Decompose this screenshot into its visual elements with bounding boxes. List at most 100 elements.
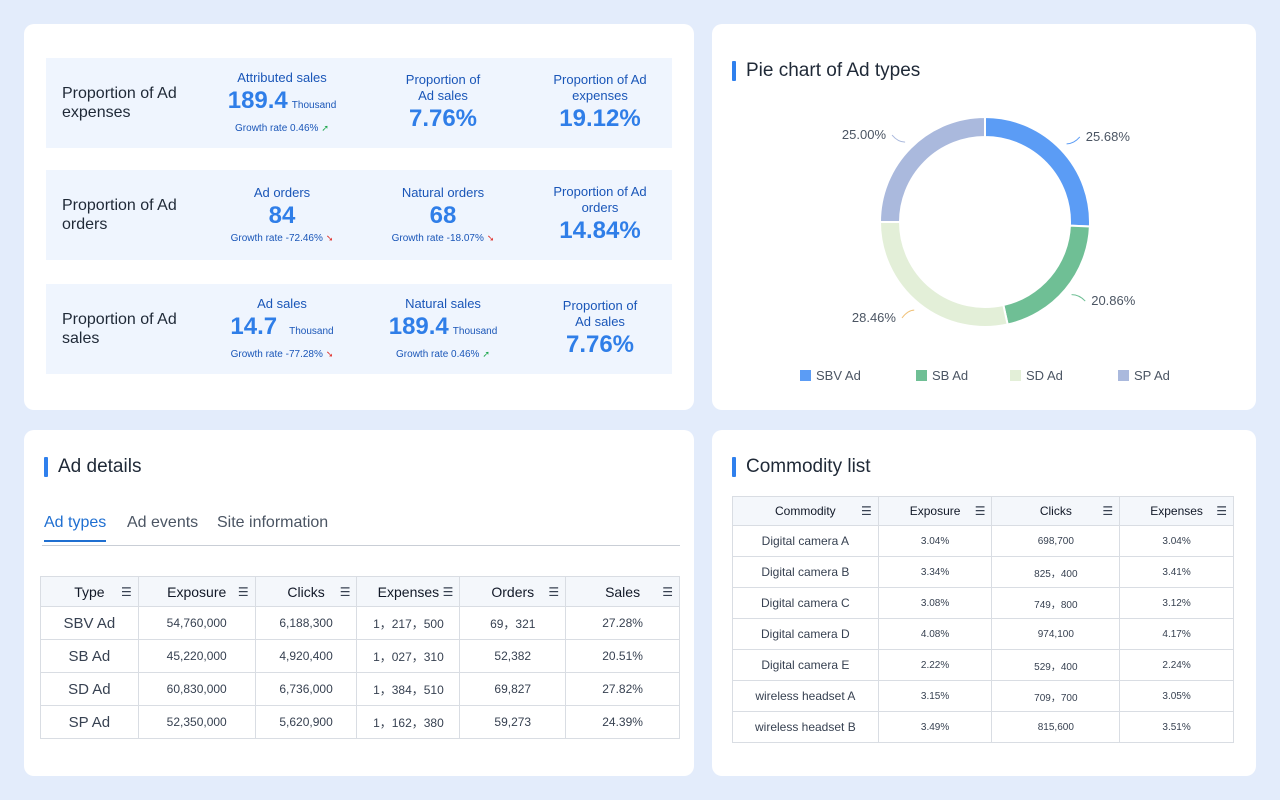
cell-expenses: 3.12% bbox=[1119, 587, 1234, 619]
metric-row-ad-orders: Proportion of Ad orders Ad orders 84 Gro… bbox=[46, 170, 672, 260]
cell-expenses: 1，027，310 bbox=[356, 639, 461, 673]
sort-icon[interactable]: ☰ bbox=[1216, 504, 1227, 518]
metric-label: Attributed sales bbox=[237, 70, 327, 85]
table-row: SBV Ad 54,760,000 6,188,300 1，217，500 69… bbox=[40, 606, 680, 640]
cell-orders: 69,827 bbox=[459, 672, 567, 706]
cell-clicks: 6,736,000 bbox=[254, 672, 358, 706]
tab-ad-types[interactable]: Ad types bbox=[44, 514, 107, 542]
cell-clicks: 749，800 bbox=[991, 587, 1121, 619]
metric-value: 14.7 Thousand bbox=[230, 313, 334, 340]
column-header-exposure[interactable]: Exposure ☰ bbox=[877, 496, 993, 526]
heading-accent bbox=[732, 457, 736, 477]
cell-expenses: 1，217，500 bbox=[356, 606, 461, 640]
cell-clicks: 6,188,300 bbox=[254, 606, 358, 640]
metric-row-title: Proportion of Ad sales bbox=[62, 311, 177, 347]
sort-icon[interactable]: ☰ bbox=[548, 584, 560, 599]
legend-item-sd[interactable]: SD Ad bbox=[1010, 368, 1063, 383]
sort-icon[interactable]: ☰ bbox=[662, 584, 673, 599]
cell-clicks: 529，400 bbox=[991, 649, 1121, 681]
growth-rate: Growth rate -77.28% ➘ bbox=[230, 349, 334, 360]
cell-commodity: Digital camera E bbox=[732, 649, 879, 681]
trend-down-icon: ➘ bbox=[325, 232, 334, 243]
metric-value: 7.76% bbox=[408, 105, 478, 132]
cell-type: SP Ad bbox=[40, 705, 139, 739]
cell-exposure: 3.34% bbox=[877, 556, 993, 588]
sort-icon[interactable]: ☰ bbox=[339, 584, 351, 599]
slice-percent-label: 25.68% bbox=[1086, 129, 1131, 144]
cell-exposure: 2.22% bbox=[877, 649, 993, 681]
sort-icon[interactable]: ☰ bbox=[121, 584, 132, 599]
slice-sd-ad[interactable] bbox=[878, 221, 1009, 328]
cell-clicks: 974,100 bbox=[991, 618, 1121, 650]
cell-expenses: 3.51% bbox=[1119, 711, 1234, 743]
legend-item-sbv[interactable]: SBV Ad bbox=[800, 368, 861, 383]
metric-label: Natural orders bbox=[401, 184, 485, 200]
cell-exposure: 60,830,000 bbox=[137, 672, 256, 706]
pie-heading: Pie chart of Ad types bbox=[732, 60, 920, 82]
legend-item-sp[interactable]: SP Ad bbox=[1118, 368, 1170, 383]
cell-commodity: wireless headset B bbox=[732, 711, 879, 743]
metric-value: 189.4 Thousand bbox=[388, 313, 498, 340]
cell-expenses: 2.24% bbox=[1119, 649, 1234, 681]
growth-rate: Growth rate -72.46% ➘ bbox=[230, 232, 334, 244]
trend-down-icon: ➘ bbox=[325, 349, 334, 359]
metric-label: Proportion of Ad orders bbox=[553, 184, 647, 215]
column-header-expenses[interactable]: Expenses ☰ bbox=[356, 576, 461, 607]
cell-orders: 52,382 bbox=[459, 639, 567, 673]
metric-row-ad-sales: Proportion of Ad sales Ad sales 14.7 Thou… bbox=[46, 284, 672, 374]
column-header-clicks[interactable]: Clicks ☰ bbox=[991, 496, 1121, 526]
column-header-type[interactable]: Type ☰ bbox=[40, 576, 139, 607]
column-header-sales[interactable]: Sales ☰ bbox=[565, 576, 680, 607]
label-leader-line bbox=[891, 134, 906, 143]
label-leader-line bbox=[1066, 136, 1081, 145]
cell-type: SD Ad bbox=[40, 672, 139, 706]
cell-expenses: 3.04% bbox=[1119, 525, 1234, 557]
ad-details-heading: Ad details bbox=[44, 456, 141, 478]
column-header-exposure[interactable]: Exposure ☰ bbox=[137, 576, 256, 607]
slice-sbv-ad[interactable] bbox=[984, 115, 1091, 228]
cell-exposure: 3.15% bbox=[877, 680, 993, 712]
metric-row-title: Proportion of Ad expenses bbox=[62, 85, 177, 121]
slice-sb-ad[interactable] bbox=[1002, 224, 1091, 326]
metric-natural-orders: Natural orders 68 Growth rate -18.07% ➘ bbox=[376, 170, 510, 260]
metrics-card: Proportion of Ad expenses Attributed sal… bbox=[24, 24, 694, 410]
growth-rate: Growth rate 0.46% ➚ bbox=[396, 349, 490, 360]
column-header-clicks[interactable]: Clicks ☰ bbox=[254, 576, 358, 607]
trend-up-icon: ➚ bbox=[321, 123, 329, 133]
metric-ad-orders-proportion: Proportion of Ad orders 14.84% bbox=[530, 170, 670, 260]
sort-icon[interactable]: ☰ bbox=[442, 584, 454, 599]
cell-clicks: 825，400 bbox=[991, 556, 1121, 588]
sort-icon[interactable]: ☰ bbox=[1102, 504, 1114, 518]
legend-label: SP Ad bbox=[1134, 368, 1170, 383]
column-header-orders[interactable]: Orders ☰ bbox=[459, 576, 567, 607]
pie-card: Pie chart of Ad types 25.68% 20.86% 28.46%… bbox=[712, 24, 1256, 410]
table-row: Digital camera A 3.04% 698,700 3.04% bbox=[732, 525, 1234, 557]
column-header-commodity[interactable]: Commodity ☰ bbox=[732, 496, 879, 526]
sort-icon[interactable]: ☰ bbox=[974, 504, 986, 518]
cell-exposure: 45,220,000 bbox=[137, 639, 256, 673]
column-header-expenses[interactable]: Expenses ☰ bbox=[1119, 496, 1234, 526]
cell-expenses: 1，384，510 bbox=[356, 672, 461, 706]
cell-clicks: 815,600 bbox=[991, 711, 1121, 743]
table-row: Digital camera D 4.08% 974,100 4.17% bbox=[732, 618, 1234, 650]
cell-clicks: 698,700 bbox=[991, 525, 1121, 557]
slice-sp-ad[interactable] bbox=[878, 115, 986, 223]
metric-label: Ad orders bbox=[253, 184, 311, 200]
metric-value: 7.76% bbox=[565, 331, 635, 358]
tab-site-information[interactable]: Site information bbox=[217, 514, 329, 531]
commodity-heading: Commodity list bbox=[732, 456, 871, 478]
legend-item-sb[interactable]: SB Ad bbox=[916, 368, 968, 383]
cell-clicks: 709，700 bbox=[991, 680, 1121, 712]
table-row: Digital camera C 3.08% 749，800 3.12% bbox=[732, 587, 1234, 619]
cell-orders: 69，321 bbox=[459, 606, 567, 640]
tab-ad-events[interactable]: Ad events bbox=[127, 514, 199, 531]
cell-exposure: 3.49% bbox=[877, 711, 993, 743]
sort-icon[interactable]: ☰ bbox=[860, 504, 872, 518]
metric-ad-orders: Ad orders 84 Growth rate -72.46% ➘ bbox=[212, 170, 352, 260]
ad-details-card: Ad details Ad types Ad events Site infor… bbox=[24, 430, 694, 776]
cell-expenses: 1，162，380 bbox=[356, 705, 461, 739]
metric-label: Proportion of Ad expenses bbox=[553, 72, 647, 103]
sort-icon[interactable]: ☰ bbox=[237, 584, 249, 599]
metric-label: Proportion of Ad sales bbox=[562, 298, 638, 329]
table-row: wireless headset B 3.49% 815,600 3.51% bbox=[732, 711, 1234, 743]
